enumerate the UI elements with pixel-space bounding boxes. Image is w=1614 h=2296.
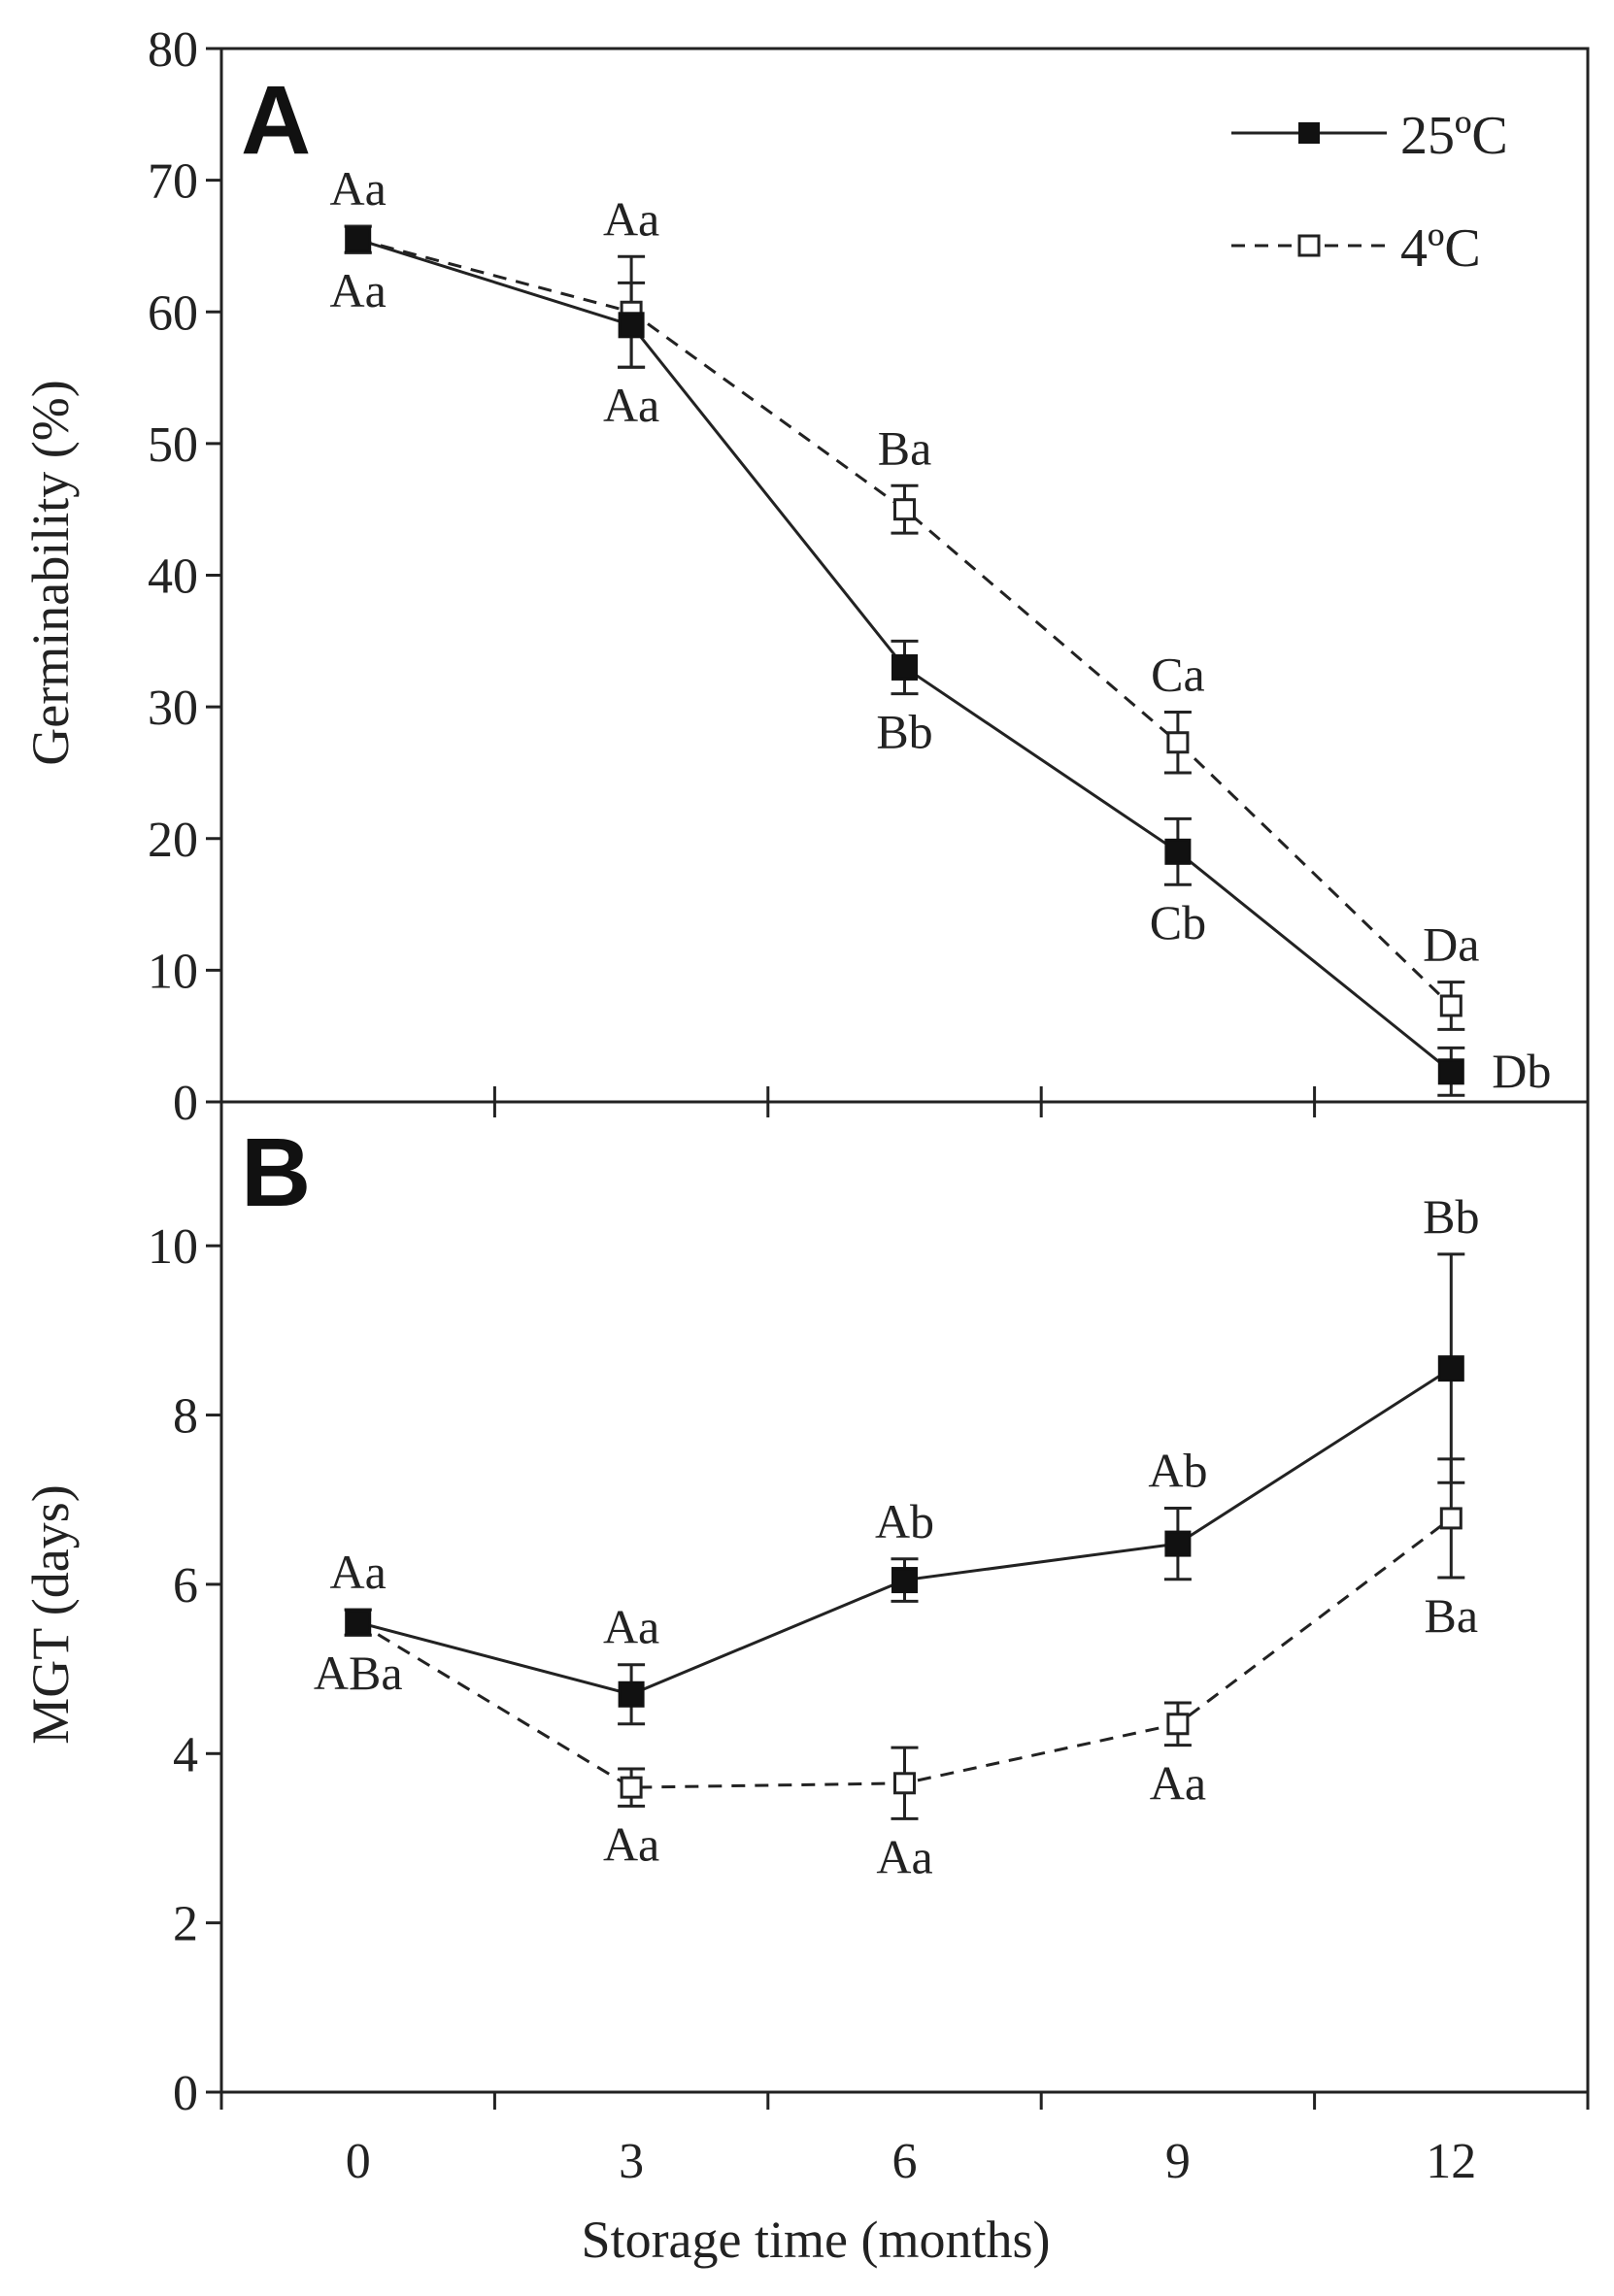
- y-tick-label-a: 10: [148, 944, 198, 999]
- significance-label-4c: Aa: [330, 161, 387, 216]
- y-tick-label-a: 20: [148, 813, 198, 868]
- significance-label-25c: Aa: [603, 1600, 659, 1654]
- legend-marker-25c: [1298, 122, 1320, 144]
- y-tick-label-b: 8: [173, 1389, 198, 1445]
- significance-label-4c: Ca: [1151, 648, 1205, 702]
- y-tick-label-a: 60: [148, 285, 198, 341]
- significance-label-25c: Bb: [876, 705, 932, 759]
- significance-label-25c: Cb: [1150, 895, 1206, 949]
- y-tick-label-a: 50: [148, 417, 198, 473]
- significance-label-25c: Aa: [603, 378, 659, 432]
- data-point-25c: [1164, 838, 1192, 865]
- x-tick-label: 12: [1426, 2134, 1476, 2189]
- significance-label-25c: Ab: [1148, 1443, 1207, 1497]
- data-point-25c: [1437, 1355, 1464, 1382]
- significance-label-4c: Ba: [878, 420, 932, 475]
- data-point-25c: [345, 1609, 372, 1636]
- significance-label-4c: ABa: [314, 1646, 403, 1700]
- significance-label-4c: Aa: [603, 1816, 659, 1871]
- data-markers: [345, 226, 1464, 1799]
- significance-label-4c: Aa: [876, 1829, 932, 1883]
- tick-labels: 0 10 20 30 40 50 60 70 80 0 2 4 6 8 10 0 3 6 9 12: [148, 22, 1476, 2189]
- y-tick-label-a: 30: [148, 681, 198, 736]
- x-tick-label: 0: [346, 2134, 371, 2189]
- data-point-4c: [1166, 1713, 1190, 1736]
- significance-label-25c: Db: [1492, 1044, 1551, 1098]
- data-point-25c: [1437, 1058, 1464, 1085]
- significance-label-25c: Bb: [1423, 1189, 1479, 1244]
- x-tick-label: 9: [1165, 2134, 1191, 2189]
- y-tick-label-a: 80: [148, 22, 198, 78]
- data-point-4c: [1439, 994, 1463, 1017]
- plot-frame-b: [219, 1100, 1590, 2094]
- significance-label-4c: Aa: [603, 191, 659, 246]
- axis-ticks: [206, 47, 1590, 2110]
- significance-label-25c: Aa: [330, 1545, 387, 1599]
- y-tick-label-b: 6: [173, 1558, 198, 1614]
- significance-label-4c: Ba: [1425, 1588, 1479, 1643]
- plot-frame-a: [219, 47, 1590, 1104]
- y-tick-label-b: 0: [173, 2066, 198, 2121]
- significance-annotations: Aa Aa Ba Ca Da Aa Aa Bb Cb Db ABa Aa Aa Aa Ba Aa Aa Ab Ab B…: [314, 161, 1552, 1883]
- data-point-4c: [893, 1772, 916, 1795]
- x-tick-label: 3: [619, 2134, 644, 2189]
- data-point-25c: [618, 1680, 645, 1708]
- y-tick-label-a: 40: [148, 549, 198, 605]
- significance-label-25c: Aa: [330, 263, 387, 317]
- y-axis-title-b: MGT (days): [21, 1484, 80, 1744]
- panel-letter-b: B: [241, 1118, 311, 1227]
- y-tick-label-b: 10: [148, 1219, 198, 1275]
- data-point-25c: [891, 653, 918, 681]
- data-point-25c: [345, 226, 372, 253]
- x-axis-title: Storage time (months): [582, 2211, 1051, 2269]
- legend-label-4c: 4ºC: [1400, 218, 1481, 279]
- series-line-4c-a: [357, 238, 1453, 1008]
- data-point-4c: [1439, 1507, 1463, 1530]
- significance-label-25c: Ab: [875, 1494, 934, 1548]
- y-tick-label-a: 0: [173, 1076, 198, 1131]
- y-tick-label-a: 70: [148, 154, 198, 210]
- significance-label-4c: Da: [1423, 917, 1479, 972]
- y-tick-label-b: 2: [173, 1897, 198, 1952]
- legend-marker-4c: [1297, 234, 1321, 257]
- y-tick-label-b: 4: [173, 1727, 198, 1782]
- legend-label-25c: 25ºC: [1400, 106, 1508, 166]
- data-point-4c: [1166, 731, 1190, 754]
- data-point-25c: [618, 312, 645, 339]
- legend: 25ºC 4ºC: [1231, 106, 1508, 279]
- data-point-4c: [893, 498, 916, 521]
- data-point-25c: [891, 1567, 918, 1594]
- data-point-4c: [620, 1776, 643, 1799]
- panel-letter-a: A: [241, 66, 311, 175]
- significance-label-4c: Aa: [1150, 1756, 1206, 1811]
- data-point-25c: [1164, 1530, 1192, 1557]
- x-tick-label: 6: [892, 2134, 918, 2189]
- y-axis-title-a: Germinability (%): [21, 380, 80, 765]
